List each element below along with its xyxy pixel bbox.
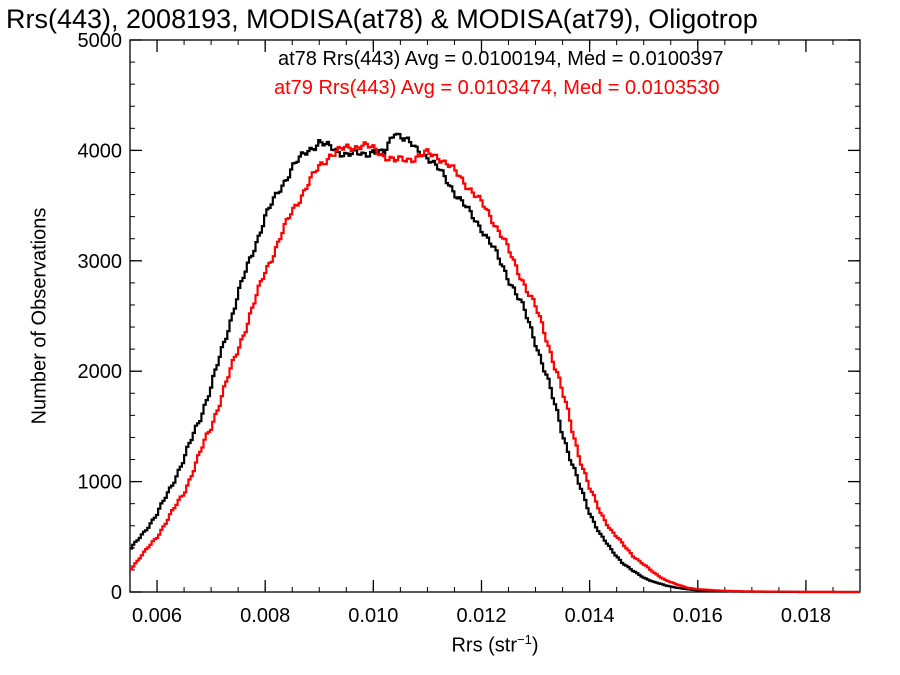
x-tick-label: 0.008: [240, 605, 290, 627]
x-tick-label: 0.010: [348, 605, 398, 627]
legend-at79-stats: at79 Rrs(443) Avg = 0.0103474, Med = 0.0…: [274, 77, 720, 99]
x-tick-label: 0.016: [673, 605, 723, 627]
x-tick-label: 0.014: [565, 605, 615, 627]
x-axis-label-close: ): [531, 634, 539, 657]
series-line-0: [130, 132, 860, 594]
x-axis-label: Rrs (str−1): [0, 632, 900, 658]
y-tick-label: 5000: [78, 30, 123, 52]
plot-frame: [129, 39, 861, 593]
y-tick-label: 3000: [78, 251, 123, 273]
x-tick-label: 0.012: [456, 605, 506, 627]
y-tick-label: 2000: [78, 361, 123, 383]
y-tick-label: 4000: [78, 140, 123, 162]
y-tick-label: 1000: [78, 472, 123, 494]
y-axis-label: Number of Observations: [28, 207, 51, 425]
x-tick-label: 0.018: [781, 605, 831, 627]
x-axis-label-text: Rrs (str: [451, 634, 518, 657]
y-tick-label: 0: [111, 582, 122, 604]
chart-title: Rrs(443), 2008193, MODISA(at78) & MODISA…: [6, 4, 758, 34]
series-line-1: [130, 141, 860, 594]
x-axis-label-exponent: −1: [517, 632, 532, 647]
legend-at78-stats: at78 Rrs(443) Avg = 0.0100194, Med = 0.0…: [278, 48, 724, 70]
x-tick-label: 0.006: [132, 605, 182, 627]
